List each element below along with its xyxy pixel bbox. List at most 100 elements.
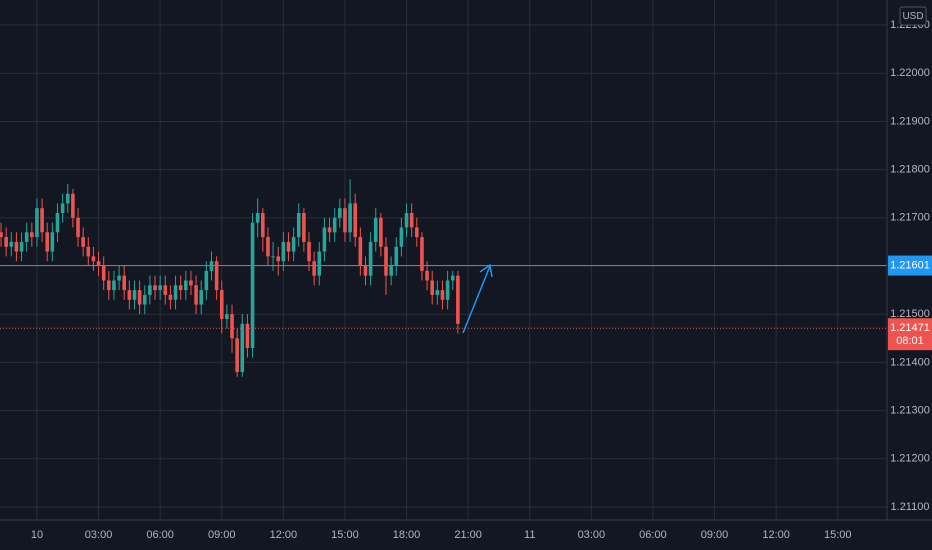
candle-body — [137, 290, 142, 305]
candle-body — [363, 266, 368, 276]
x-tick-label: 03:00 — [85, 529, 113, 541]
candle-body — [24, 232, 29, 242]
last-price-tag — [888, 318, 932, 351]
candle-body — [148, 285, 152, 295]
x-tick-label: 11 — [524, 529, 535, 541]
candle-body — [430, 280, 435, 295]
candle-body — [445, 280, 450, 300]
candle-body — [368, 241, 373, 276]
y-tick-label: 1.22000 — [890, 67, 930, 79]
candle-body — [245, 323, 250, 348]
candle-body — [261, 213, 265, 238]
candle-body — [343, 208, 347, 233]
candle-body — [281, 241, 286, 262]
candle-body — [425, 270, 429, 281]
candle-body — [204, 270, 209, 291]
candle-body — [255, 213, 260, 223]
candle-body — [86, 246, 91, 257]
x-tick-label: 12:00 — [762, 529, 790, 541]
candle-body — [266, 237, 270, 257]
last-price-countdown: 08:01 — [896, 335, 924, 347]
x-tick-label: 12:00 — [270, 529, 298, 541]
y-tick-label: 1.21700 — [890, 212, 930, 224]
candle-body — [317, 251, 322, 276]
x-tick-label: 18:00 — [393, 529, 421, 541]
candle-body — [327, 227, 332, 233]
x-tick-label: 03:00 — [578, 529, 606, 541]
candle-body — [173, 285, 178, 300]
candle-body — [450, 275, 455, 281]
candle-body — [214, 261, 219, 291]
candle-body — [50, 232, 55, 252]
candle-body — [286, 241, 291, 252]
candle-body — [230, 314, 234, 339]
candle-body — [40, 208, 44, 233]
candle-body — [91, 256, 96, 262]
candle-body — [240, 323, 245, 373]
candle-body — [456, 275, 460, 324]
candle-body — [409, 213, 414, 228]
candle-body — [384, 246, 388, 276]
candle-body — [353, 203, 358, 238]
candle-body — [117, 275, 121, 281]
candle-body — [14, 241, 19, 252]
candle-body — [122, 275, 127, 291]
horizontal-line-label: 1.21601 — [890, 259, 930, 271]
candle-body — [199, 290, 204, 305]
x-tick-label: 06:00 — [639, 529, 667, 541]
candle-body — [194, 285, 198, 305]
y-tick-label: 1.21800 — [890, 164, 930, 176]
candle-body — [127, 290, 132, 300]
candle-body — [132, 290, 137, 300]
candle-body — [302, 213, 306, 242]
candle-body — [358, 237, 363, 267]
trend-arrow-head — [479, 263, 493, 278]
candle-body — [389, 266, 393, 276]
candle-body — [219, 290, 224, 320]
candle-body — [373, 217, 378, 242]
candle-body — [96, 261, 101, 267]
x-tick-label: 06:00 — [146, 529, 174, 541]
candle-body — [168, 294, 173, 300]
candle-body — [415, 227, 419, 238]
y-tick-label: 1.21100 — [891, 501, 930, 513]
currency-box[interactable] — [899, 6, 927, 26]
y-tick-label: 1.21900 — [890, 115, 930, 127]
x-tick-label: 15:00 — [331, 529, 359, 541]
candles — [0, 179, 887, 377]
y-tick-label: 1.21200 — [890, 453, 930, 465]
candle-body — [291, 237, 296, 252]
candle-body — [45, 232, 50, 252]
candle-body — [112, 280, 116, 291]
candle-body — [312, 261, 316, 276]
candle-body — [30, 232, 34, 238]
candle-body — [394, 246, 399, 267]
candle-body — [235, 338, 239, 373]
candle-body — [271, 256, 275, 258]
y-tick-label: 1.21400 — [890, 356, 930, 368]
currency-label: USD — [902, 11, 923, 22]
x-tick-label: 15:00 — [824, 529, 852, 541]
candle-body — [142, 294, 147, 305]
candle-body — [189, 280, 193, 286]
candle-body — [420, 237, 424, 271]
candle-body — [440, 290, 445, 300]
last-price-label: 1.21471 — [890, 322, 930, 334]
candle-body — [4, 237, 8, 247]
candle-body — [379, 217, 383, 247]
candle-body — [250, 222, 255, 348]
candle-body — [348, 203, 352, 233]
candle-body — [276, 256, 281, 262]
candle-body — [296, 213, 301, 238]
trend-arrow — [462, 265, 491, 334]
x-tick-label: 10 — [31, 529, 43, 541]
candle-body — [76, 217, 80, 238]
candle-body — [178, 285, 183, 291]
x-tick-label: 09:00 — [208, 529, 236, 541]
candle-body — [153, 285, 157, 291]
candle-body — [0, 232, 3, 238]
candle-body — [332, 217, 337, 233]
candle-body — [399, 227, 404, 247]
candle-body — [184, 280, 188, 291]
